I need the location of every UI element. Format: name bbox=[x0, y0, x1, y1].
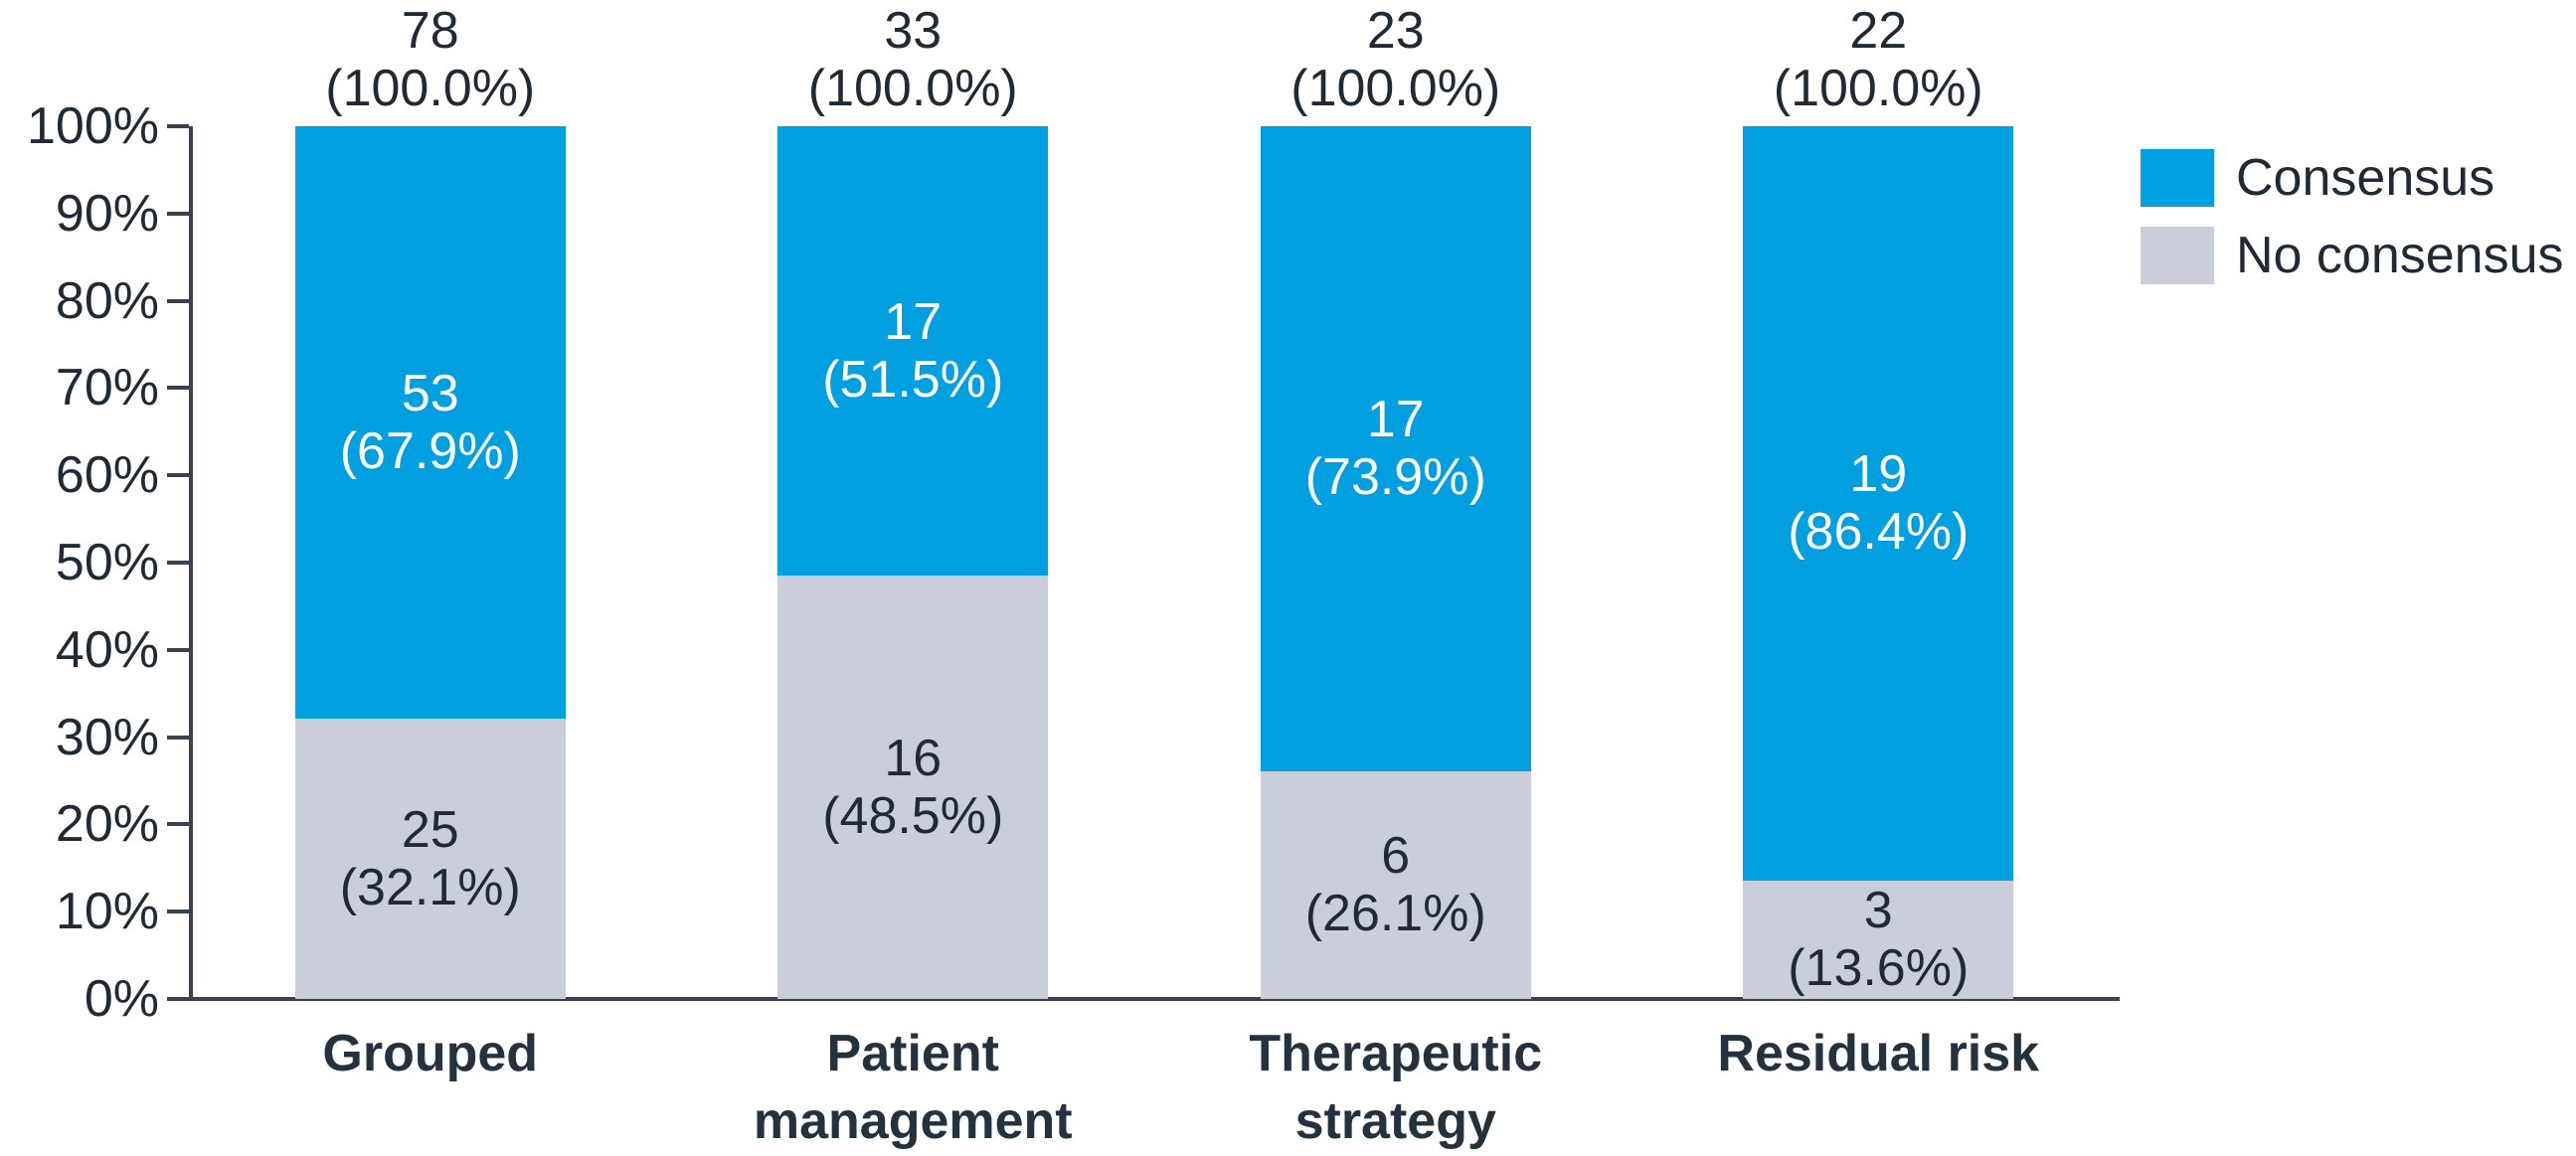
bar-segment-percent: (86.4%) bbox=[1788, 503, 1970, 562]
bar-segment-percent: (48.5%) bbox=[822, 787, 1004, 846]
category-label-line: Grouped bbox=[322, 1025, 539, 1082]
legend-label: No consensus bbox=[2236, 227, 2564, 284]
bar-segment-count: 19 bbox=[1849, 445, 1908, 504]
bar-segment-percent: (26.1%) bbox=[1304, 885, 1486, 943]
bar-segment-percent: (13.6%) bbox=[1788, 939, 1970, 998]
y-axis-tick bbox=[167, 647, 189, 652]
bar-segment-no-consensus: 16 (48.5%) bbox=[777, 576, 1049, 999]
y-axis-tick bbox=[167, 298, 189, 303]
bar-segment-consensus: 17 (51.5%) bbox=[777, 126, 1049, 577]
y-axis-tick-label: 90% bbox=[55, 184, 159, 243]
bar-column-patient-management: 17 (51.5%) 16 (48.5%) bbox=[777, 126, 1049, 999]
y-axis-tick bbox=[167, 735, 189, 740]
bar-segment-count: 53 bbox=[401, 365, 459, 423]
bar-column-grouped: 53 (67.9%) 25 (32.1%) bbox=[294, 126, 566, 999]
y-axis-tick-label: 80% bbox=[55, 271, 159, 330]
bar-column-therapeutic-strategy: 17 (73.9%) 6 (26.1%) bbox=[1260, 126, 1531, 999]
y-axis-tick bbox=[167, 124, 189, 128]
category-label-line: Patient bbox=[826, 1025, 999, 1082]
category-label: Patient management bbox=[754, 1020, 1073, 1155]
y-axis-tick bbox=[167, 211, 189, 216]
y-axis-tick-label: 30% bbox=[55, 708, 159, 766]
legend: Consensus No consensus bbox=[2141, 149, 2564, 284]
bar-segment-count: 17 bbox=[1366, 391, 1425, 449]
y-axis-tick-label: 70% bbox=[55, 359, 159, 417]
bar-segment-percent: (32.1%) bbox=[339, 859, 521, 917]
y-axis-tick bbox=[167, 473, 189, 478]
bar-segment-percent: (67.9%) bbox=[339, 422, 521, 481]
legend-swatch-consensus bbox=[2141, 149, 2214, 207]
bar-segment-no-consensus: 3 (13.6%) bbox=[1743, 880, 2014, 999]
bar-segment-consensus: 19 (86.4%) bbox=[1743, 126, 2014, 881]
y-axis-tick-label: 10% bbox=[55, 883, 159, 941]
bar-segment-consensus: 17 (73.9%) bbox=[1260, 126, 1531, 771]
bar-total-count: 33 bbox=[884, 2, 943, 60]
category-label: Grouped bbox=[322, 1020, 538, 1087]
bar-total-label: 23 (100.0%) bbox=[1290, 2, 1500, 117]
bar-total-count: 23 bbox=[1366, 2, 1425, 60]
bar-column-residual-risk: 19 (86.4%) 3 (13.6%) bbox=[1743, 126, 2014, 999]
y-axis-tick-label: 100% bbox=[27, 97, 159, 155]
y-axis-tick bbox=[167, 822, 189, 827]
bar-segment-consensus: 53 (67.9%) bbox=[294, 126, 566, 720]
bar-segment-count: 3 bbox=[1863, 882, 1893, 940]
bar-total-label: 78 (100.0%) bbox=[325, 2, 535, 117]
legend-label: Consensus bbox=[2236, 149, 2495, 207]
bar-total-count: 78 bbox=[401, 2, 459, 60]
bar-total-percent: (100.0%) bbox=[1290, 60, 1501, 117]
bar-segment-count: 6 bbox=[1381, 827, 1411, 886]
bar-segment-count: 16 bbox=[884, 730, 943, 788]
bar-segment-percent: (51.5%) bbox=[822, 351, 1004, 410]
y-axis-tick bbox=[167, 561, 189, 565]
y-axis-tick bbox=[167, 997, 189, 1001]
y-axis-tick bbox=[167, 386, 189, 391]
y-axis-tick bbox=[167, 909, 189, 914]
bar-total-label: 22 (100.0%) bbox=[1774, 2, 1983, 117]
category-label: Residual risk bbox=[1717, 1020, 2039, 1087]
bar-segment-percent: (73.9%) bbox=[1304, 448, 1486, 507]
bar-segment-no-consensus: 25 (32.1%) bbox=[294, 719, 566, 999]
category-label-line: management bbox=[753, 1092, 1073, 1150]
y-axis-tick-label: 0% bbox=[84, 970, 159, 1028]
y-axis-tick-label: 50% bbox=[55, 534, 159, 591]
category-label: Therapeutic strategy bbox=[1249, 1020, 1542, 1155]
category-label-line: Therapeutic bbox=[1249, 1025, 1543, 1082]
y-axis-tick-label: 40% bbox=[55, 620, 159, 679]
category-label-line: Residual risk bbox=[1717, 1025, 2040, 1082]
category-label-line: strategy bbox=[1294, 1092, 1496, 1150]
bar-segment-no-consensus: 6 (26.1%) bbox=[1260, 770, 1531, 999]
bar-segment-count: 17 bbox=[884, 293, 943, 352]
bar-total-percent: (100.0%) bbox=[1773, 60, 1983, 117]
y-axis-tick-label: 60% bbox=[55, 446, 159, 505]
legend-swatch-no-consensus bbox=[2141, 227, 2214, 284]
bar-total-percent: (100.0%) bbox=[807, 60, 1018, 117]
bar-segment-count: 25 bbox=[401, 801, 459, 860]
bar-total-label: 33 (100.0%) bbox=[808, 2, 1018, 117]
bar-total-percent: (100.0%) bbox=[325, 60, 536, 117]
legend-item-consensus: Consensus bbox=[2141, 149, 2564, 207]
y-axis-tick-label: 20% bbox=[55, 795, 159, 854]
bar-total-count: 22 bbox=[1849, 2, 1908, 60]
legend-item-no-consensus: No consensus bbox=[2141, 227, 2564, 284]
y-axis-line bbox=[189, 126, 193, 1001]
x-axis-line bbox=[173, 997, 2120, 1001]
